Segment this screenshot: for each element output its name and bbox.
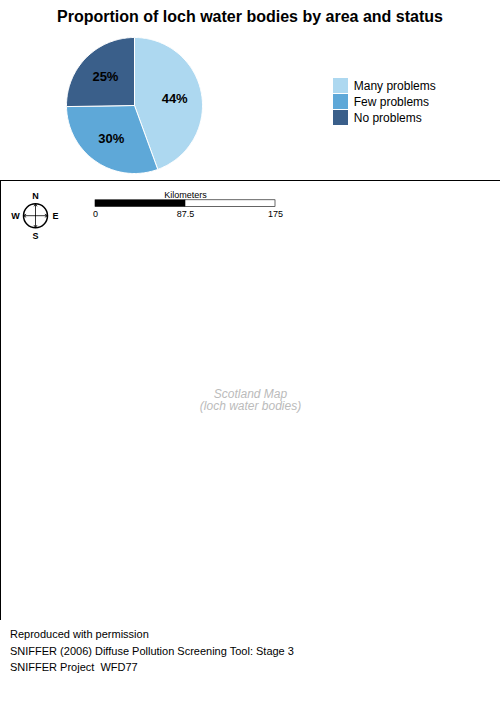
html-text:Proportion of loch water bodie: Proportion of loch water bodies by area … <box>57 8 443 25</box>
svg-text:87.5: 87.5 <box>177 209 195 219</box>
html-text:No problems: No problems <box>353 110 422 125</box>
svg-text:25%: 25% <box>93 69 119 84</box>
svg-text:E: E <box>52 211 58 221</box>
html-text:Few problems: Few problems <box>353 94 430 109</box>
svg-text:W: W <box>11 211 20 221</box>
svg-text:0: 0 <box>93 209 98 219</box>
svg-text:Scotland Map(loch water bodies: Scotland Map(loch water bodies) <box>200 387 301 413</box>
html-text:Reproduced with permission: Reproduced with permission <box>10 628 149 640</box>
svg-text:44%: 44% <box>162 91 188 106</box>
svg-text:175: 175 <box>268 209 283 219</box>
svg-text:S: S <box>32 231 38 241</box>
svg-text:30%: 30% <box>99 131 125 146</box>
svg-text:Kilometers: Kilometers <box>164 190 207 200</box>
html-text:SNIFFER (2006) Diffuse Polluti: SNIFFER (2006) Diffuse Pollution Screeni… <box>10 644 294 657</box>
svg-text:N: N <box>32 191 39 201</box>
html-text:SNIFFER Project WFD77: SNIFFER Project WFD77 <box>10 661 138 673</box>
html-text:Many problems: Many problems <box>353 78 436 93</box>
